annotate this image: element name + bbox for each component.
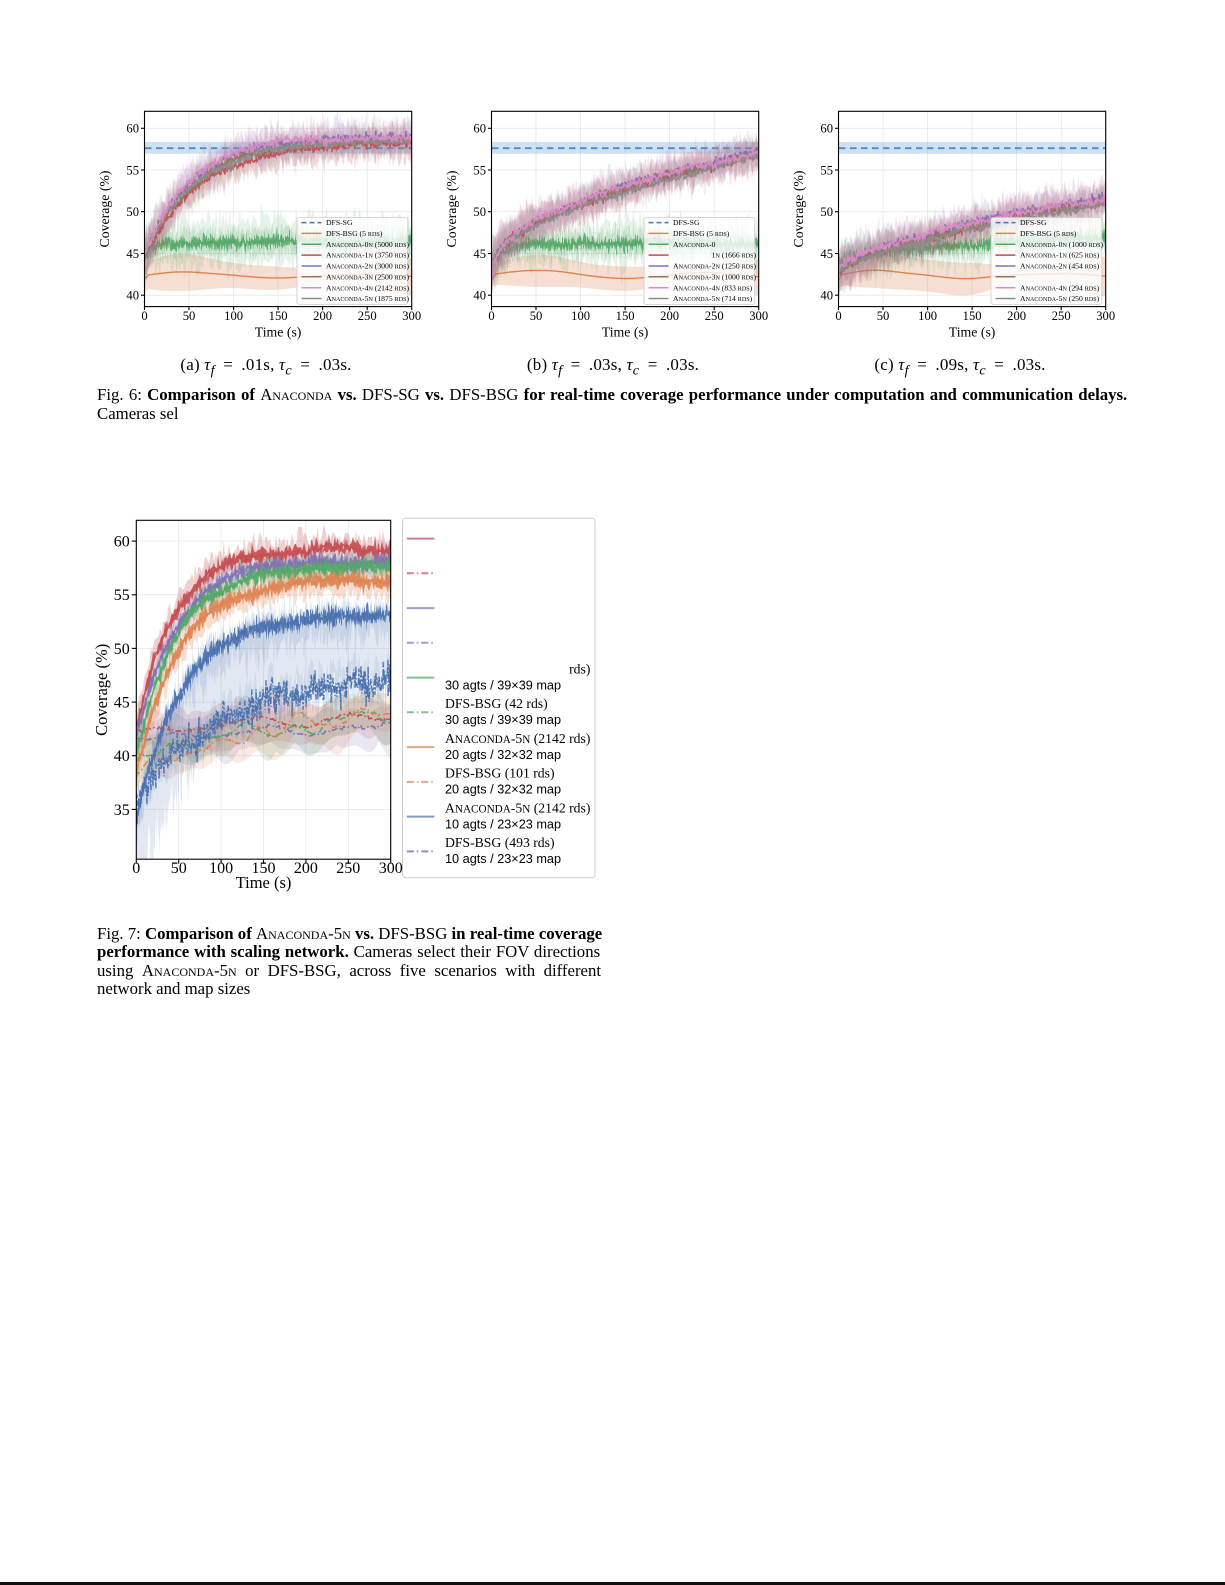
svg-text:ANACONDA-5N (2142 rds): ANACONDA-5N (2142 rds)	[445, 731, 590, 747]
svg-text:150: 150	[616, 309, 635, 323]
svg-text:ANACONDA-0: ANACONDA-0	[673, 240, 716, 249]
svg-text:30 agts / 39×39 map: 30 agts / 39×39 map	[445, 678, 561, 692]
svg-text:45: 45	[820, 247, 833, 261]
svg-text:50: 50	[114, 641, 130, 658]
svg-text:0: 0	[132, 860, 140, 877]
svg-text:35: 35	[114, 802, 130, 819]
svg-text:200: 200	[660, 309, 679, 323]
svg-text:ANACONDA-4N (2142 RDS): ANACONDA-4N (2142 RDS)	[326, 283, 409, 292]
svg-text:100: 100	[224, 309, 243, 323]
svg-text:10 agts / 23×23 map: 10 agts / 23×23 map	[445, 817, 561, 831]
svg-text:150: 150	[269, 309, 288, 323]
svg-text:DFS-SG: DFS-SG	[673, 218, 700, 227]
svg-text:50: 50	[530, 309, 543, 323]
svg-text:200: 200	[294, 860, 318, 877]
svg-text:DFS-BSG (5 RDS): DFS-BSG (5 RDS)	[1020, 229, 1077, 238]
svg-text:DFS-BSG (493 rds): DFS-BSG (493 rds)	[445, 835, 555, 851]
svg-text:DFS-BSG (5 RDS): DFS-BSG (5 RDS)	[326, 229, 383, 238]
svg-text:45: 45	[126, 247, 139, 261]
svg-text:ANACONDA-2N (1250 RDS): ANACONDA-2N (1250 RDS)	[673, 262, 756, 271]
svg-text:ANACONDA-2N (454 RDS): ANACONDA-2N (454 RDS)	[1020, 262, 1100, 271]
svg-text:10 agts / 23×23 map: 10 agts / 23×23 map	[445, 852, 561, 866]
svg-text:ANACONDA-5N (1875 RDS): ANACONDA-5N (1875 RDS)	[326, 294, 409, 303]
svg-text:50: 50	[183, 309, 196, 323]
svg-text:DFS-BSG (5 RDS): DFS-BSG (5 RDS)	[673, 229, 730, 238]
svg-text:300: 300	[749, 309, 768, 323]
svg-text:45: 45	[473, 247, 486, 261]
svg-text:300: 300	[1096, 309, 1115, 323]
svg-text:ANACONDA-5N (250 RDS): ANACONDA-5N (250 RDS)	[1020, 294, 1100, 303]
svg-text:50: 50	[473, 205, 486, 219]
svg-text:60: 60	[473, 122, 486, 136]
svg-text:40: 40	[126, 289, 139, 303]
svg-text:40: 40	[820, 289, 833, 303]
svg-text:55: 55	[126, 163, 139, 177]
svg-text:100: 100	[209, 860, 233, 877]
svg-text:100: 100	[918, 309, 937, 323]
svg-text:60: 60	[126, 122, 139, 136]
svg-text:ANACONDA-1N (1666 RDS): ANACONDA-1N (1666 RDS)	[673, 251, 756, 260]
svg-text:Coverage (%): Coverage (%)	[97, 171, 113, 248]
svg-text:0: 0	[141, 309, 147, 323]
svg-text:50: 50	[171, 860, 187, 877]
svg-text:ANACONDA-4N (294 RDS): ANACONDA-4N (294 RDS)	[1020, 283, 1100, 292]
svg-text:ANACONDA-2N (3000 RDS): ANACONDA-2N (3000 RDS)	[326, 262, 409, 271]
svg-text:ANACONDA-0N (5000 RDS): ANACONDA-0N (5000 RDS)	[326, 240, 409, 249]
svg-text:ANACONDA-3N (1000 RDS): ANACONDA-3N (1000 RDS)	[673, 272, 756, 281]
svg-text:Coverage (%): Coverage (%)	[791, 171, 807, 248]
svg-text:250: 250	[358, 309, 377, 323]
svg-text:55: 55	[820, 163, 833, 177]
svg-text:Time (s): Time (s)	[949, 325, 996, 341]
svg-text:250: 250	[705, 309, 724, 323]
svg-text:20 agts / 32×32 map: 20 agts / 32×32 map	[445, 783, 561, 797]
svg-text:40: 40	[114, 748, 130, 765]
svg-text:45: 45	[114, 695, 130, 712]
svg-text:100: 100	[571, 309, 590, 323]
svg-text:ANACONDA-1N (3750 RDS): ANACONDA-1N (3750 RDS)	[326, 251, 409, 260]
svg-text:Time (s): Time (s)	[602, 325, 649, 341]
svg-text:150: 150	[252, 860, 276, 877]
svg-text:Coverage (%): Coverage (%)	[444, 171, 460, 248]
svg-text:0: 0	[488, 309, 494, 323]
svg-text:Coverage (%): Coverage (%)	[92, 644, 111, 736]
svg-text:200: 200	[1007, 309, 1026, 323]
svg-text:ANACONDA-5N (2142 rds): ANACONDA-5N (2142 rds)	[445, 800, 590, 816]
svg-text:250: 250	[1052, 309, 1071, 323]
svg-text:20 agts / 32×32 map: 20 agts / 32×32 map	[445, 748, 561, 762]
svg-text:55: 55	[114, 587, 130, 604]
svg-text:ANACONDA-4N (833 RDS): ANACONDA-4N (833 RDS)	[673, 283, 753, 292]
svg-text:ANACONDA-1N (625 RDS): ANACONDA-1N (625 RDS)	[1020, 251, 1100, 260]
svg-text:40: 40	[473, 289, 486, 303]
svg-text:300: 300	[402, 309, 421, 323]
svg-text:DFS-BSG (42 rds): DFS-BSG (42 rds)	[445, 696, 548, 712]
svg-text:DFS-BSG (101 rds): DFS-BSG (101 rds)	[445, 766, 555, 782]
svg-text:ANACONDA-0N (1000 RDS): ANACONDA-0N (1000 RDS)	[1020, 240, 1103, 249]
svg-text:Time (s): Time (s)	[255, 325, 302, 341]
svg-text:55: 55	[473, 163, 486, 177]
svg-text:200: 200	[313, 309, 332, 323]
svg-text:60: 60	[114, 534, 130, 551]
svg-text:Time (s): Time (s)	[236, 873, 292, 892]
svg-text:50: 50	[820, 205, 833, 219]
svg-text:ANACONDA-5N (2142 rds): ANACONDA-5N (2142 rds)	[445, 661, 590, 677]
svg-text:ANACONDA-3N (2500 RDS): ANACONDA-3N (2500 RDS)	[326, 272, 409, 281]
svg-text:30 agts / 39×39 map: 30 agts / 39×39 map	[445, 713, 561, 727]
svg-text:150: 150	[963, 309, 982, 323]
svg-text:DFS-SG: DFS-SG	[1020, 218, 1047, 227]
svg-text:60: 60	[820, 122, 833, 136]
svg-text:0: 0	[835, 309, 841, 323]
svg-text:DFS-SG: DFS-SG	[326, 218, 353, 227]
svg-text:50: 50	[126, 205, 139, 219]
svg-text:ANACONDA-5N (714 RDS): ANACONDA-5N (714 RDS)	[673, 294, 753, 303]
svg-text:250: 250	[336, 860, 360, 877]
svg-text:300: 300	[379, 860, 403, 877]
svg-text:50: 50	[877, 309, 890, 323]
